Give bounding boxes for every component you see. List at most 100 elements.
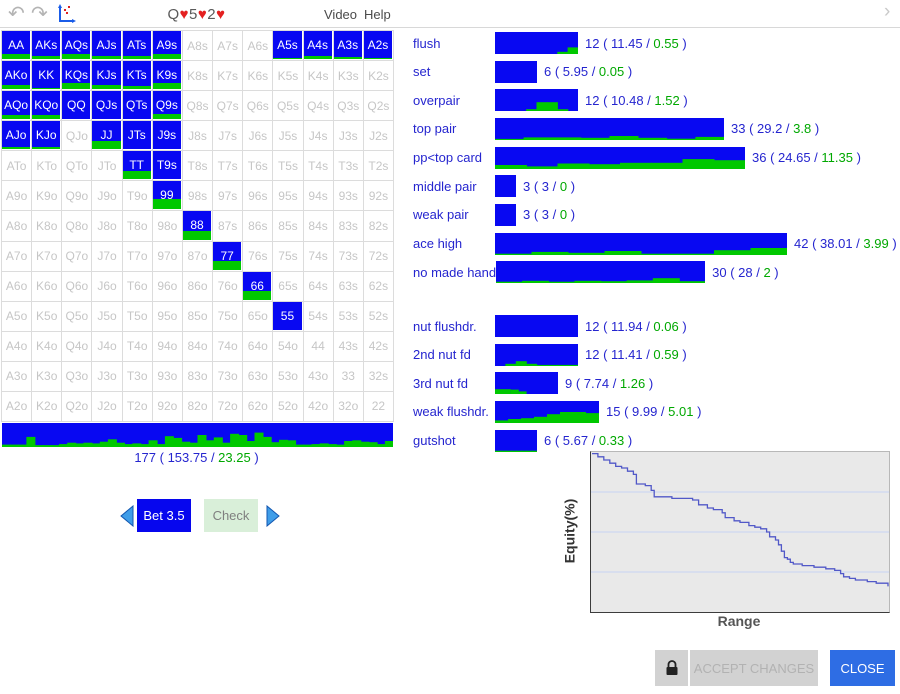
hand-cell-JTo[interactable]: JTo [92, 151, 123, 182]
hand-cell-J7s[interactable]: J7s [213, 121, 244, 152]
hand-cell-85o[interactable]: 85o [182, 301, 214, 332]
hand-cell-95o[interactable]: 95o [152, 301, 183, 332]
hand-cell-K5o[interactable]: K5o [32, 301, 63, 332]
hand-cell-Q4s[interactable]: Q4s [303, 91, 334, 122]
hand-cell-AKo[interactable]: AKo [2, 61, 33, 92]
hand-cell-72o[interactable]: 72o [213, 391, 244, 422]
hand-cell-K9s[interactable]: K9s [152, 61, 183, 92]
hand-cell-T4o[interactable]: T4o [122, 331, 153, 362]
hand-cell-KJo[interactable]: KJo [32, 121, 63, 152]
hand-cell-73o[interactable]: 73o [213, 361, 244, 392]
hand-cell-Q8o[interactable]: Q8o [62, 211, 93, 242]
hand-cell-53s[interactable]: 53s [333, 301, 364, 332]
hand-cell-55[interactable]: 55 [273, 301, 304, 332]
hand-cell-K4o[interactable]: K4o [32, 331, 63, 362]
hand-cell-ATs[interactable]: ATs [122, 31, 153, 62]
category-label[interactable]: set [413, 64, 431, 80]
hand-cell-T7s[interactable]: T7s [213, 151, 244, 182]
hand-cell-87s[interactable]: 87s [213, 211, 244, 242]
hand-cell-A3o[interactable]: A3o [2, 361, 33, 392]
hand-cell-T2s[interactable]: T2s [363, 151, 394, 182]
hand-cell-J4o[interactable]: J4o [92, 331, 123, 362]
hand-cell-Q3s[interactable]: Q3s [333, 91, 364, 122]
hand-cell-K7s[interactable]: K7s [213, 61, 244, 92]
hand-cell-A3s[interactable]: A3s [333, 31, 364, 62]
hand-cell-QQ[interactable]: QQ [62, 91, 93, 122]
hand-cell-T8s[interactable]: T8s [182, 151, 214, 182]
hand-cell-J9s[interactable]: J9s [152, 121, 183, 152]
hand-cell-42s[interactable]: 42s [363, 331, 394, 362]
hand-cell-22[interactable]: 22 [363, 391, 394, 422]
hand-cell-Q9o[interactable]: Q9o [62, 181, 93, 212]
menu-video[interactable]: Video [324, 7, 358, 22]
category-label[interactable]: no made hand [413, 264, 497, 280]
hand-cell-54s[interactable]: 54s [303, 301, 334, 332]
hand-cell-K9o[interactable]: K9o [32, 181, 63, 212]
hand-cell-86s[interactable]: 86s [243, 211, 274, 242]
hand-cell-62o[interactable]: 62o [243, 391, 274, 422]
hand-cell-A2s[interactable]: A2s [363, 31, 394, 62]
hand-cell-72s[interactable]: 72s [363, 241, 394, 272]
bet-button[interactable]: Bet 3.5 [137, 499, 191, 532]
hand-cell-K7o[interactable]: K7o [32, 241, 63, 272]
lock-button[interactable] [655, 650, 688, 686]
hand-cell-J2s[interactable]: J2s [363, 121, 394, 152]
check-button[interactable]: Check [204, 499, 258, 532]
hand-cell-Q7o[interactable]: Q7o [62, 241, 93, 272]
hand-cell-63o[interactable]: 63o [243, 361, 274, 392]
hand-cell-A7o[interactable]: A7o [2, 241, 33, 272]
hand-cell-J2o[interactable]: J2o [92, 391, 123, 422]
hand-cell-KQs[interactable]: KQs [62, 61, 93, 92]
hand-cell-62s[interactable]: 62s [363, 271, 394, 302]
hand-cell-J5s[interactable]: J5s [273, 121, 304, 152]
hand-cell-A2o[interactable]: A2o [2, 391, 33, 422]
hand-cell-84s[interactable]: 84s [303, 211, 334, 242]
hand-cell-K2s[interactable]: K2s [363, 61, 394, 92]
hand-cell-Q2s[interactable]: Q2s [363, 91, 394, 122]
hand-cell-97s[interactable]: 97s [213, 181, 244, 212]
hand-cell-K4s[interactable]: K4s [303, 61, 334, 92]
hand-cell-A6s[interactable]: A6s [243, 31, 274, 62]
menu-help[interactable]: Help [364, 7, 391, 22]
hand-cell-KTo[interactable]: KTo [32, 151, 63, 182]
hand-cell-T3s[interactable]: T3s [333, 151, 364, 182]
hand-cell-74o[interactable]: 74o [213, 331, 244, 362]
hand-cell-97o[interactable]: 97o [152, 241, 183, 272]
hand-cell-T6s[interactable]: T6s [243, 151, 274, 182]
hand-cell-JJ[interactable]: JJ [92, 121, 123, 152]
hand-cell-QTo[interactable]: QTo [62, 151, 93, 182]
hand-cell-65o[interactable]: 65o [243, 301, 274, 332]
hand-cell-A8s[interactable]: A8s [182, 31, 214, 62]
hand-cell-33[interactable]: 33 [333, 361, 364, 392]
category-label[interactable]: middle pair [413, 178, 477, 194]
hand-cell-64s[interactable]: 64s [303, 271, 334, 302]
expand-chevron-icon[interactable]: › [884, 1, 891, 22]
category-label[interactable]: ace high [413, 236, 463, 252]
hand-cell-Q6s[interactable]: Q6s [243, 91, 274, 122]
hand-cell-86o[interactable]: 86o [182, 271, 214, 302]
hand-cell-KQo[interactable]: KQo [32, 91, 63, 122]
hand-cell-A5s[interactable]: A5s [273, 31, 304, 62]
hand-cell-A6o[interactable]: A6o [2, 271, 33, 302]
accept-changes-button[interactable]: ACCEPT CHANGES [690, 650, 818, 686]
hand-cell-32o[interactable]: 32o [333, 391, 364, 422]
hand-cell-T4s[interactable]: T4s [303, 151, 334, 182]
hand-cell-J4s[interactable]: J4s [303, 121, 334, 152]
hand-cell-98o[interactable]: 98o [152, 211, 183, 242]
hand-cell-Q2o[interactable]: Q2o [62, 391, 93, 422]
hand-cell-K3o[interactable]: K3o [32, 361, 63, 392]
hand-cell-T5o[interactable]: T5o [122, 301, 153, 332]
hand-cell-53o[interactable]: 53o [273, 361, 304, 392]
hand-cell-88[interactable]: 88 [182, 211, 214, 242]
category-label[interactable]: gutshot [413, 433, 456, 449]
category-label[interactable]: flush [413, 35, 441, 51]
hand-cell-QJs[interactable]: QJs [92, 91, 123, 122]
hand-cell-99[interactable]: 99 [152, 181, 183, 212]
hand-cell-32s[interactable]: 32s [363, 361, 394, 392]
graph-icon[interactable] [56, 4, 76, 29]
hand-cell-T6o[interactable]: T6o [122, 271, 153, 302]
hand-cell-92o[interactable]: 92o [152, 391, 183, 422]
hand-cell-TT[interactable]: TT [122, 151, 153, 182]
hand-cell-44[interactable]: 44 [303, 331, 334, 362]
category-label[interactable]: overpair [413, 92, 460, 108]
